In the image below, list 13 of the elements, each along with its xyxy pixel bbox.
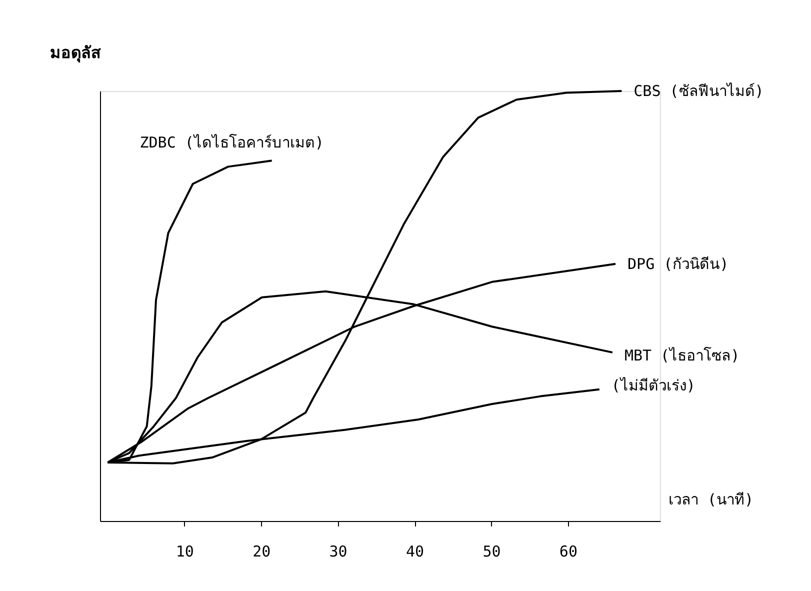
x-tick-label: 30 — [329, 542, 348, 560]
series-label: ZDBC (ไดไธโอคาร์บาเมต) — [140, 134, 324, 152]
series-label: (ไม่มีตัวเร่ง) — [611, 376, 696, 394]
x-axis-title: เวลา (นาที) — [668, 490, 754, 508]
series-label: DPG (กัวนิดีน) — [628, 254, 729, 273]
x-tick-label: 50 — [482, 542, 501, 560]
series-label: MBT (ไธอาโซล) — [624, 346, 740, 364]
x-tick-label: 10 — [176, 542, 194, 560]
series-label: CBS (ซัลฟีนาไมด์) — [634, 82, 764, 100]
x-tick-label: 60 — [559, 542, 578, 560]
x-tick-label: 20 — [252, 542, 271, 560]
x-tick-label: 40 — [406, 542, 424, 560]
y-axis-title: มอดุลัส — [50, 43, 101, 63]
